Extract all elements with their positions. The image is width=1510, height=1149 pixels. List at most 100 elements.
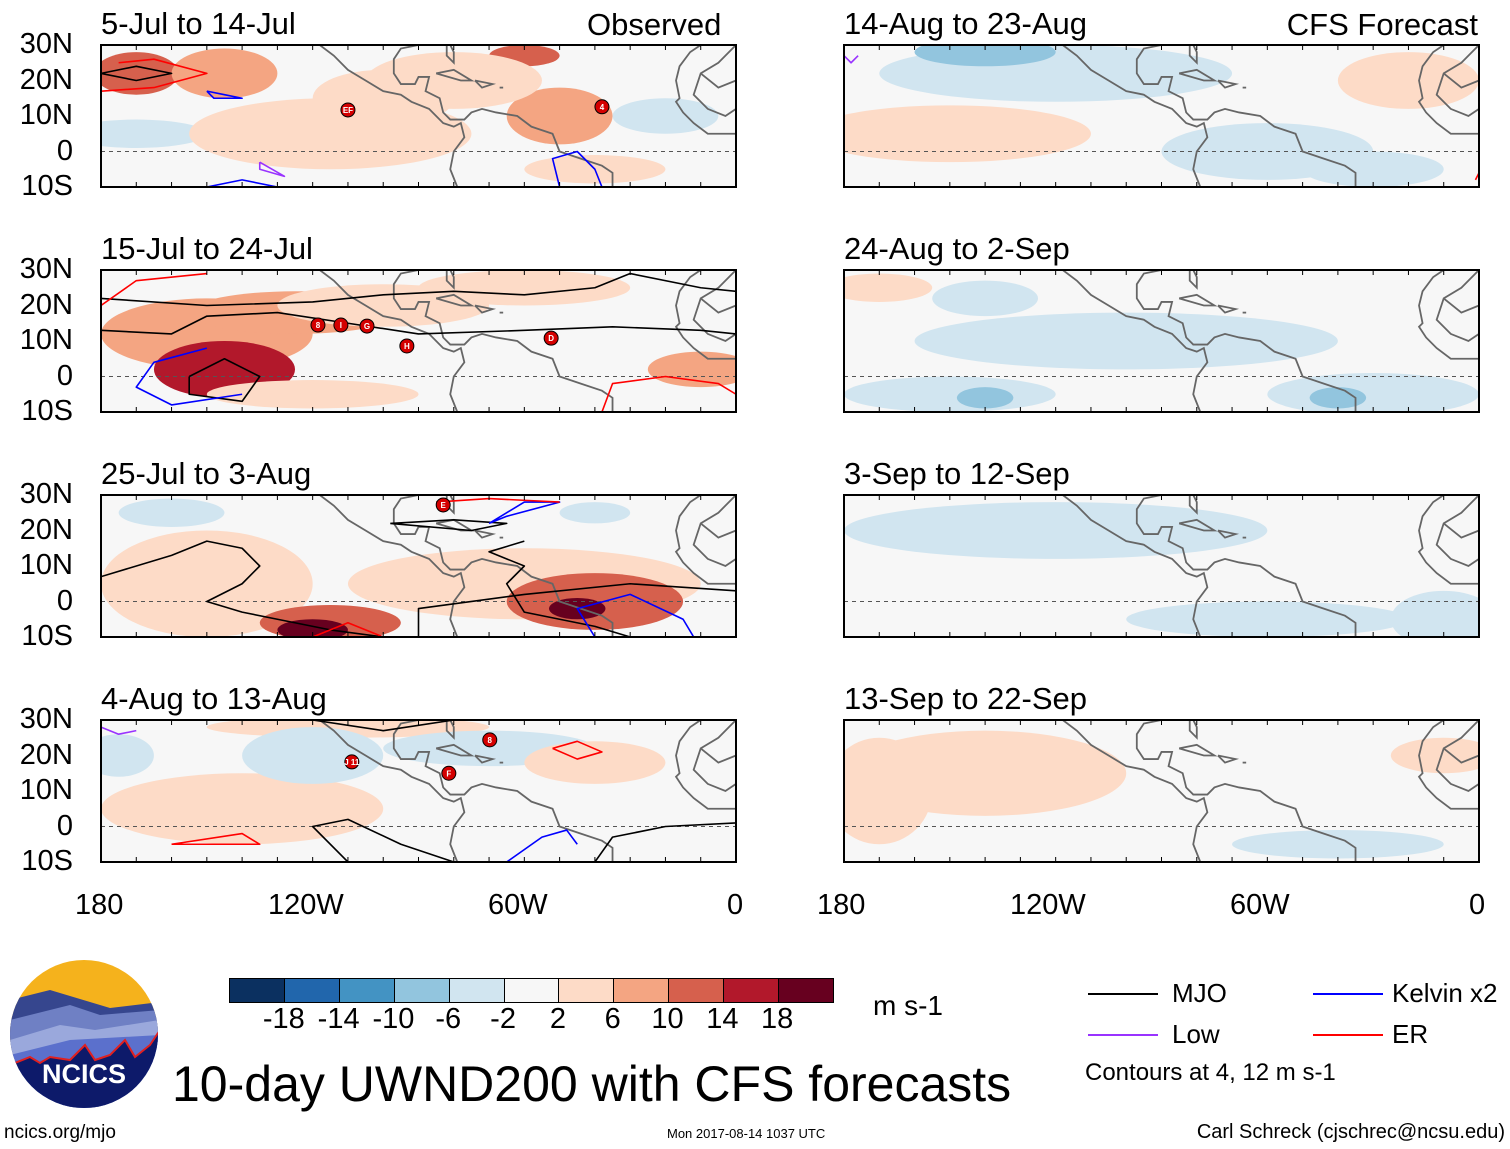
wave-contour	[171, 832, 261, 846]
colorbar-tick-label: 10	[651, 1003, 684, 1035]
panel-title: 25-Jul to 3-Aug	[101, 456, 312, 491]
wave-contour	[844, 55, 859, 64]
wind-anomaly-region	[101, 119, 207, 148]
x-tick-180: 180	[817, 889, 866, 921]
legend-note: Contours at 4, 12 m s-1	[1085, 1059, 1336, 1086]
coastline	[1188, 720, 1198, 740]
colorbar-swatch	[613, 979, 669, 1002]
coastline	[1062, 495, 1209, 637]
y-tick-label: 30N	[19, 478, 73, 510]
colorbar-swatch	[338, 979, 394, 1002]
wind-anomaly-region	[101, 734, 154, 777]
coastline	[692, 45, 736, 118]
panel-title: 14-Aug to 23-Aug	[844, 6, 1088, 41]
x-tick-60w: 60W	[1230, 889, 1290, 921]
wind-anomaly-region	[1232, 830, 1444, 859]
wave-contour	[312, 621, 384, 637]
coastline	[1443, 72, 1479, 89]
y-tick-label: 10N	[19, 549, 73, 581]
tropical-cyclone-icon: 8	[310, 317, 326, 333]
wave-contour	[206, 90, 243, 100]
colorbar-tick-label: 14	[706, 1003, 739, 1035]
colorbar-swatch	[393, 979, 449, 1002]
wind-anomaly-region	[418, 270, 631, 306]
y-tick-label: 10S	[21, 395, 73, 427]
coastline	[319, 45, 466, 187]
wave-contour	[311, 818, 455, 862]
y-tick-label: 0	[56, 809, 73, 842]
legend-kelvin-line	[1313, 993, 1383, 995]
wind-anomaly-region	[844, 502, 1268, 559]
wind-anomaly-region	[1309, 387, 1367, 409]
coastline	[692, 270, 736, 343]
wave-contour	[551, 150, 603, 187]
wave-contour	[135, 347, 243, 406]
tropical-cyclone-icon: 4	[594, 99, 610, 115]
coastline	[1062, 720, 1209, 862]
wind-anomaly-region	[985, 512, 1056, 535]
y-tick-label: 20N	[19, 63, 73, 96]
wave-contour	[101, 272, 736, 307]
coastline	[1217, 529, 1240, 539]
storm-label: D	[548, 334, 554, 343]
wind-anomaly-region	[365, 52, 542, 109]
coastline	[700, 522, 736, 539]
tropical-cyclone-icon: G	[359, 318, 375, 334]
colorbar-units: m s-1	[873, 990, 943, 1021]
coastline	[1188, 270, 1198, 290]
wind-anomaly-region	[206, 380, 419, 409]
storm-label: F	[446, 769, 451, 778]
panel-title: 13-Sep to 22-Sep	[844, 681, 1088, 716]
colorbar-tick-label: 18	[761, 1003, 794, 1035]
logo-text: NCICS	[42, 1059, 126, 1089]
coastline	[1443, 522, 1479, 539]
coastline	[1217, 304, 1240, 314]
legend-mjo-label: MJO	[1172, 978, 1227, 1008]
tropical-cyclone-icon: F	[441, 765, 457, 781]
tropical-cyclone-icon: J 11	[344, 754, 360, 770]
coastline	[474, 304, 497, 314]
storm-label: EF	[343, 106, 353, 115]
coastline	[1188, 45, 1198, 65]
coastline	[674, 270, 736, 360]
colorbar-tick-label: 6	[604, 1003, 621, 1035]
tropical-cyclone-icon: D	[543, 330, 559, 346]
coastline	[1062, 45, 1209, 187]
wind-anomaly-region	[844, 737, 933, 845]
wind-anomaly-region	[844, 105, 1091, 163]
coastline	[692, 720, 736, 793]
coastline	[692, 495, 736, 568]
y-tick-label: 10N	[19, 324, 73, 356]
wind-anomaly-region	[559, 502, 631, 524]
coastline	[392, 45, 614, 187]
observed-label: Observed	[587, 7, 722, 42]
footer-url[interactable]: ncics.org/mjo	[4, 1122, 116, 1143]
tropical-cyclone-icon: 8	[482, 732, 498, 748]
wave-contour	[601, 375, 736, 412]
wind-anomaly-region	[1161, 123, 1374, 180]
wind-anomaly-region	[956, 387, 1014, 409]
coastline	[435, 293, 475, 307]
wind-anomaly-region	[612, 98, 719, 134]
legend-mjo-line	[1088, 993, 1158, 995]
coastline	[1178, 293, 1218, 307]
wave-contour	[576, 593, 695, 637]
coastline	[474, 754, 497, 764]
tropical-cyclone-icon: EF	[340, 102, 356, 118]
y-tick-label: 10S	[21, 170, 73, 202]
wind-anomaly-region	[1337, 52, 1479, 109]
wave-contour	[417, 582, 736, 637]
storm-label: G	[364, 322, 370, 331]
storm-label: 8	[316, 321, 321, 330]
x-tick-120w: 120W	[1010, 889, 1086, 921]
coastline	[392, 270, 614, 412]
y-tick-label: 10N	[19, 774, 73, 806]
y-tick-label: 10S	[21, 620, 73, 652]
panel-title: 15-Jul to 24-Jul	[101, 231, 313, 266]
